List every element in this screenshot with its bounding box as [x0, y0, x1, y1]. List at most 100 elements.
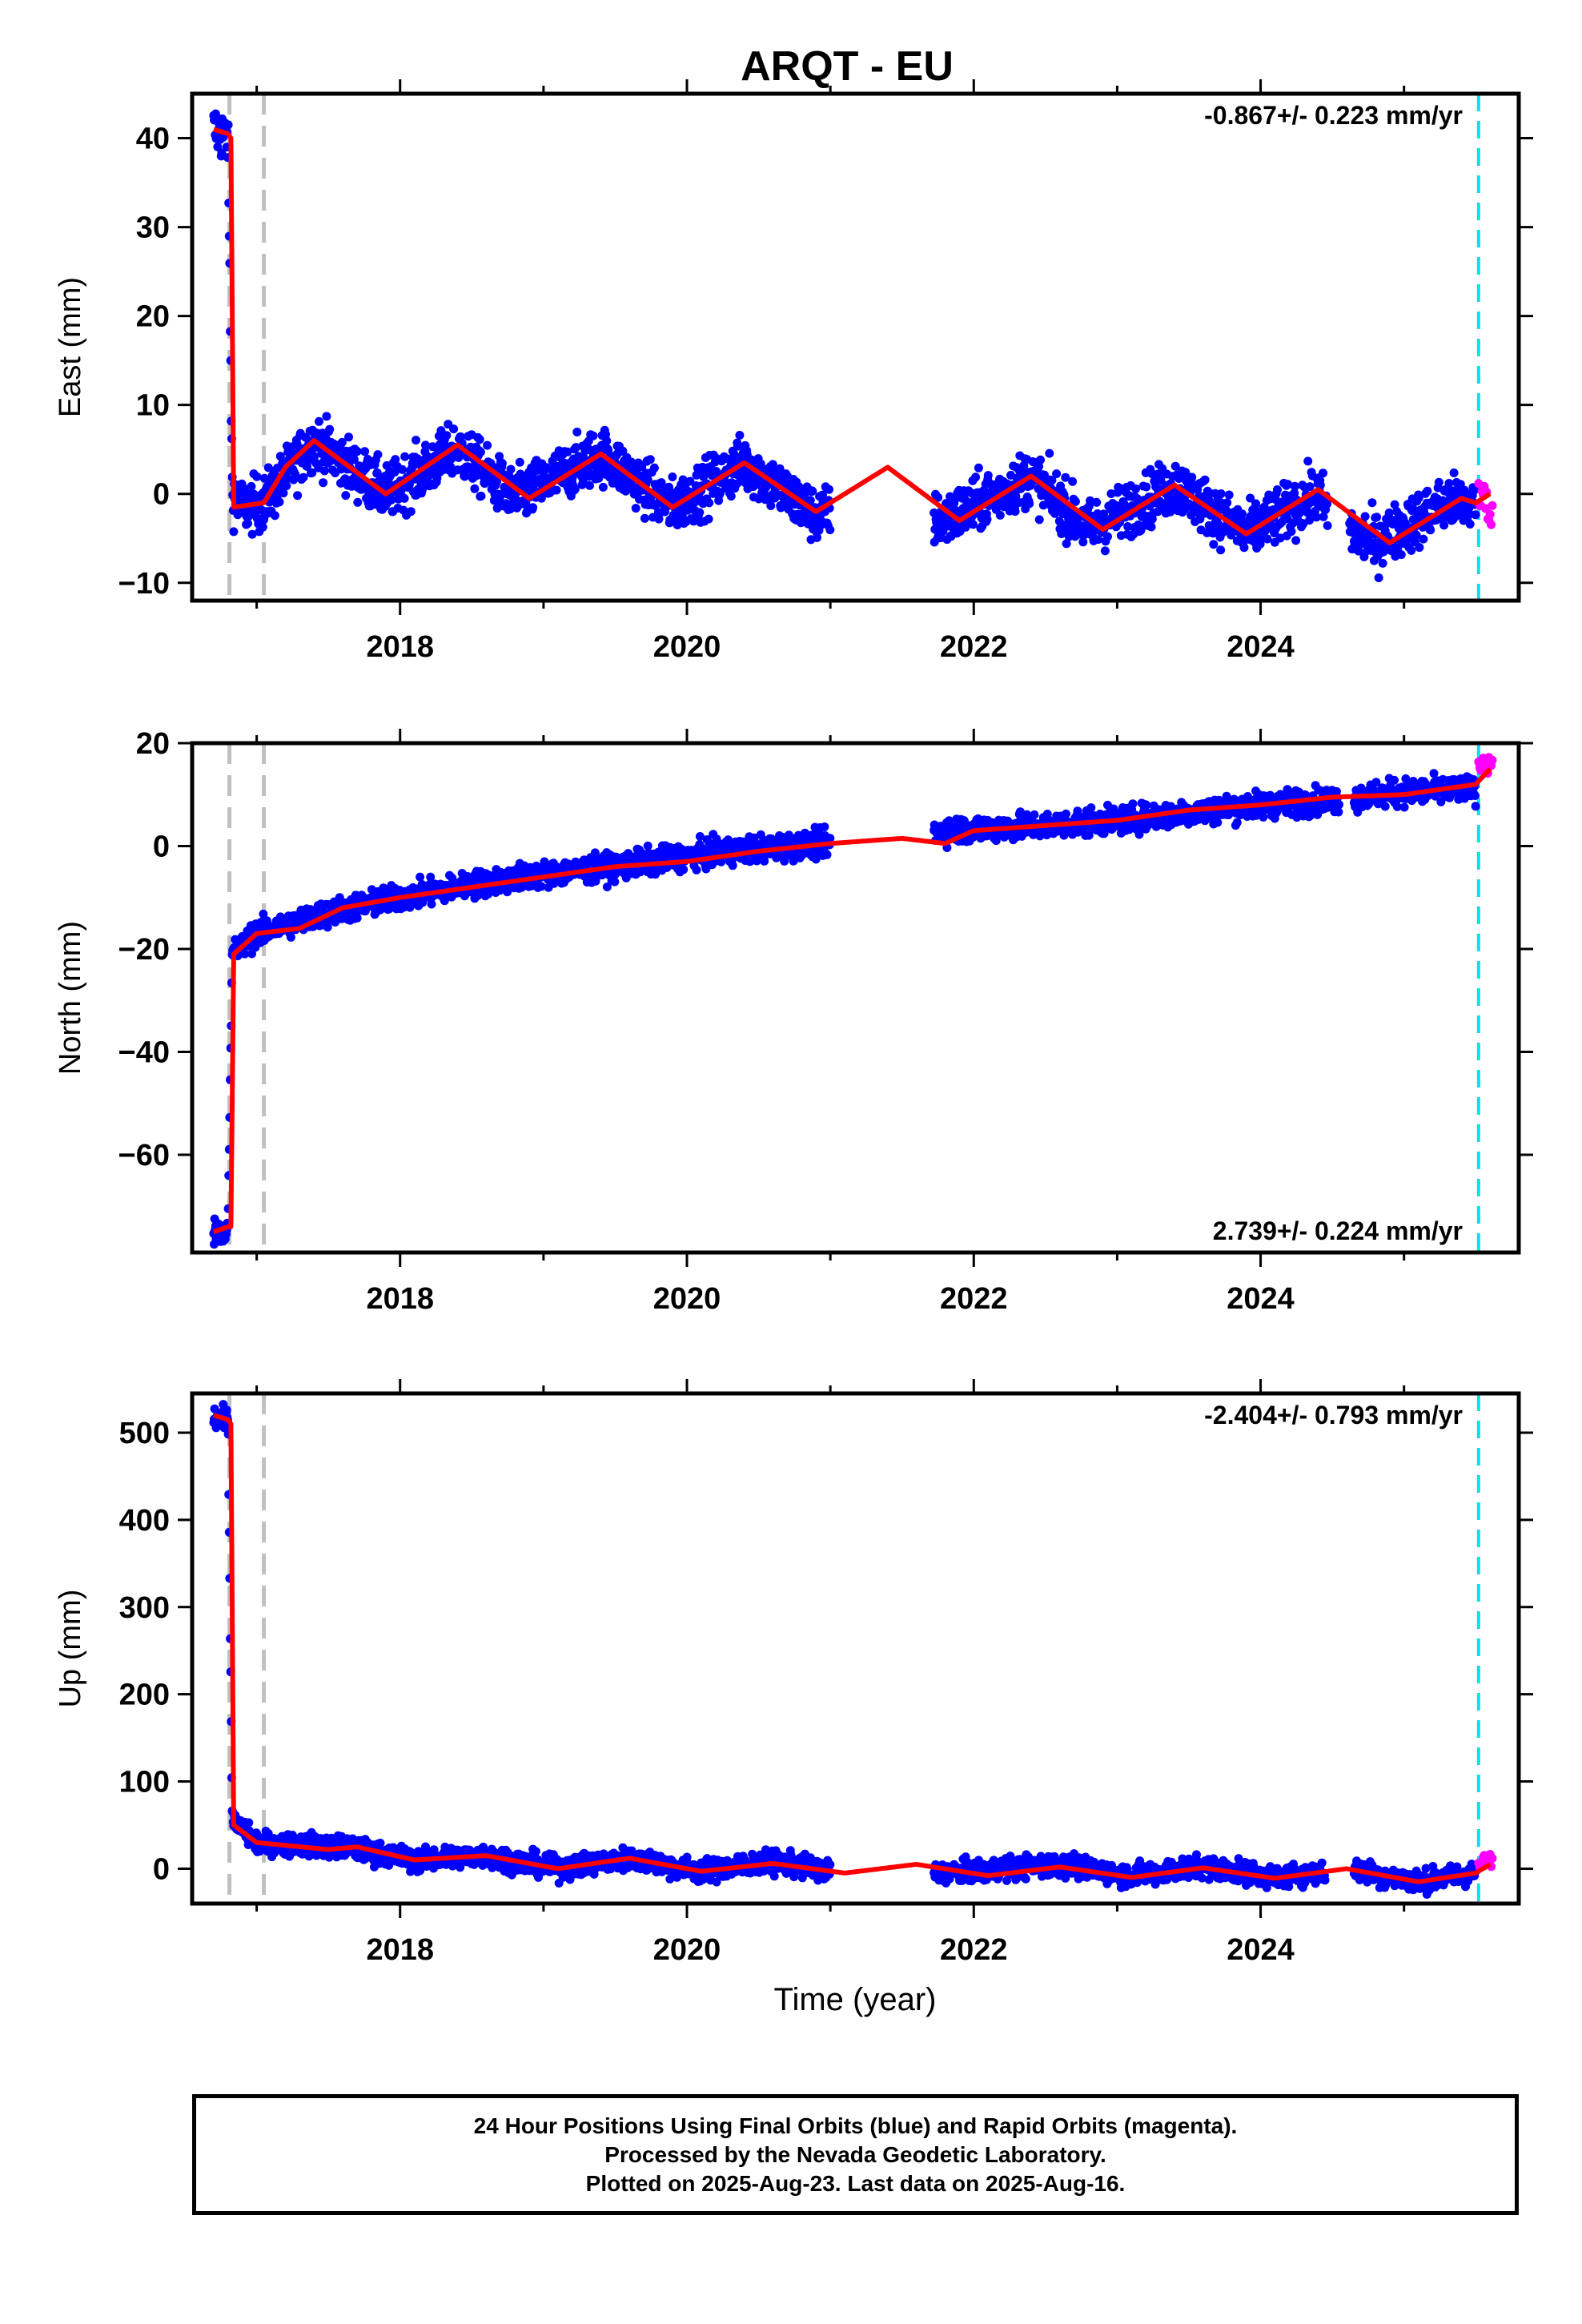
final-orbit-point: [729, 449, 739, 459]
final-orbit-point: [1200, 475, 1210, 485]
final-orbit-point: [1390, 500, 1399, 509]
final-orbit-point: [506, 464, 516, 474]
final-orbit-point: [585, 480, 594, 490]
final-orbit-point: [516, 469, 525, 479]
final-orbit-point: [341, 491, 351, 501]
final-orbit-point: [1052, 469, 1062, 479]
final-orbit-point: [1335, 800, 1343, 810]
final-orbit-point: [337, 437, 347, 447]
x-tick-label: 2024: [1227, 1282, 1295, 1316]
final-orbit-point: [1434, 477, 1443, 487]
plot-frame: [190, 741, 1521, 1255]
final-orbit-point: [299, 472, 308, 482]
final-orbit-point: [259, 473, 269, 483]
final-orbit-point: [563, 447, 572, 456]
final-orbit-point: [651, 870, 661, 879]
final-orbit-point: [1209, 540, 1219, 549]
plot-area: [209, 94, 1497, 601]
y-tick-label: −40: [118, 1035, 170, 1069]
final-orbit-point: [1305, 482, 1315, 492]
final-orbit-point: [1078, 537, 1088, 547]
final-orbit-point: [1224, 490, 1234, 500]
final-orbit-point: [217, 148, 227, 158]
plot-frame: [190, 91, 1521, 603]
final-orbit-point: [1283, 480, 1293, 489]
y-tick-label: 30: [136, 211, 170, 245]
final-orbit-point: [820, 822, 829, 831]
final-orbit-point: [602, 436, 612, 445]
final-orbit-point: [1042, 830, 1052, 840]
final-orbit-point: [705, 498, 714, 508]
final-orbit-point: [476, 448, 485, 456]
final-orbit-point: [1323, 521, 1332, 530]
final-orbit-point: [279, 489, 288, 498]
y-tick-label: 300: [119, 1591, 170, 1625]
final-orbit-point: [221, 1422, 231, 1432]
final-orbit-point: [497, 459, 507, 468]
final-orbit-point: [536, 882, 546, 891]
final-orbit-point: [1319, 468, 1327, 478]
final-orbit-point: [1259, 812, 1268, 822]
final-orbit-point: [391, 455, 400, 464]
final-orbit-point: [1142, 800, 1151, 810]
final-orbit-point: [1263, 534, 1272, 544]
final-orbit-point: [570, 485, 580, 494]
final-orbit-point: [1086, 803, 1096, 813]
final-orbit-point: [1354, 546, 1363, 556]
y-tick-label: 40: [136, 123, 170, 156]
rapid-orbit-point: [1488, 755, 1497, 765]
final-orbit-point: [766, 501, 776, 510]
final-orbit-point: [1038, 501, 1048, 510]
final-orbit-point: [1062, 809, 1070, 818]
y-tick-label: 500: [119, 1417, 170, 1450]
final-orbit-point: [735, 431, 745, 440]
x-tick-label: 2020: [653, 1282, 721, 1316]
final-orbit-point: [275, 452, 285, 461]
final-orbit-point: [689, 517, 698, 526]
final-orbit-point: [1471, 791, 1480, 800]
final-orbit-point: [760, 856, 769, 866]
final-orbit-point: [1439, 521, 1449, 530]
final-orbit-point: [1411, 530, 1421, 540]
final-orbit-point: [421, 440, 430, 450]
y-tick-label: 20: [136, 727, 170, 761]
final-orbit-point: [528, 503, 538, 513]
velocity-annotation: 2.739+/- 0.224 mm/yr: [1213, 1216, 1463, 1245]
final-orbit-point: [1216, 489, 1226, 498]
final-orbit-point: [286, 932, 295, 942]
final-orbit-point: [322, 412, 331, 421]
final-orbit-point: [643, 841, 652, 850]
final-orbit-point: [679, 865, 689, 875]
final-orbit-point: [716, 489, 725, 498]
final-orbit-point: [416, 872, 425, 882]
final-orbit-point: [211, 109, 220, 119]
final-orbit-point: [1319, 512, 1328, 521]
final-orbit-point: [1131, 484, 1141, 493]
final-orbit-point: [1371, 778, 1381, 787]
plot-area: [209, 743, 1497, 1252]
final-orbit-point: [704, 514, 713, 524]
final-orbit-point: [946, 492, 955, 501]
final-orbit-point: [293, 491, 303, 501]
final-orbit-point: [1436, 797, 1446, 806]
final-orbit-point: [352, 913, 362, 923]
final-orbit-point: [1030, 810, 1039, 819]
final-orbit-point: [1036, 455, 1045, 464]
final-orbit-point: [307, 468, 317, 477]
final-orbit-point: [1374, 573, 1383, 582]
final-orbit-point: [1142, 482, 1151, 492]
final-orbit-point: [247, 481, 256, 491]
final-orbit-point: [610, 877, 620, 887]
final-orbit-point: [1232, 818, 1242, 827]
x-tick-label: 2018: [366, 1282, 434, 1316]
final-orbit-point: [412, 436, 420, 445]
rapid-orbit-point: [1488, 501, 1497, 510]
final-orbit-point: [1128, 799, 1138, 809]
final-orbit-point: [1465, 520, 1475, 529]
final-orbit-point: [400, 452, 410, 461]
y-tick-label: 20: [136, 300, 170, 334]
final-orbit-point: [1146, 522, 1156, 532]
final-orbit-point: [654, 514, 664, 524]
